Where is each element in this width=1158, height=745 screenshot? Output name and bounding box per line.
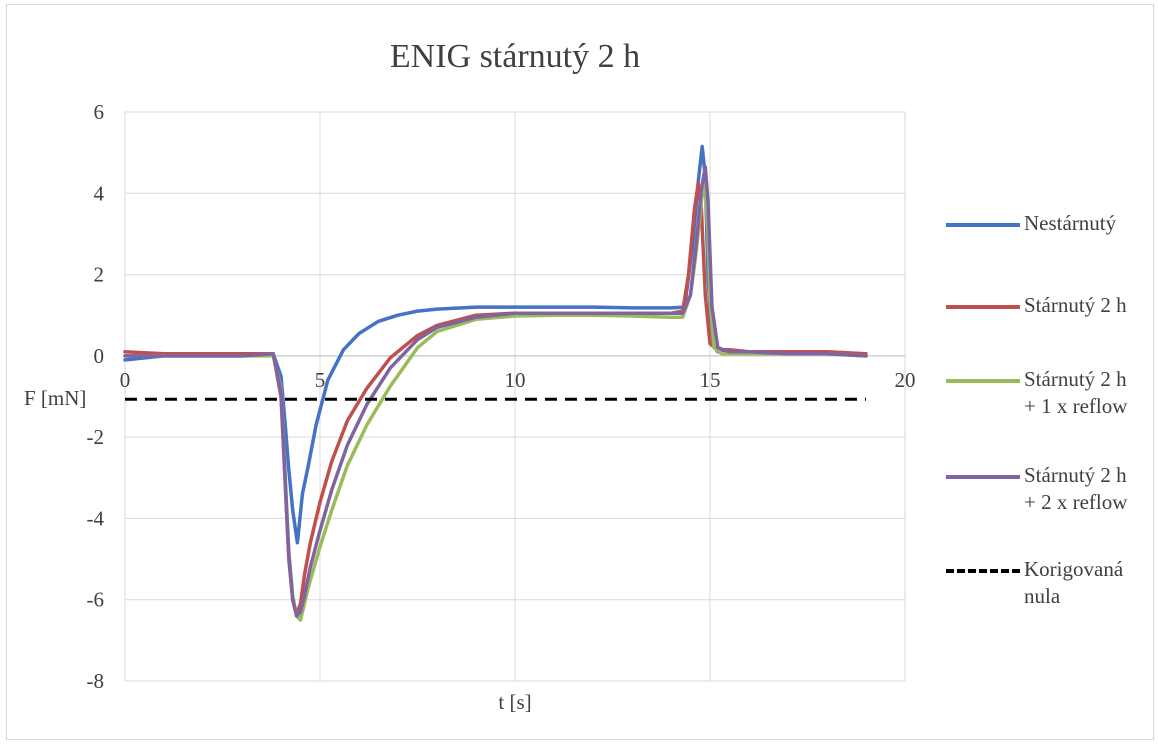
y-tick-label: 4 [94,181,105,205]
legend-label: Stárnutý 2 h + 1 x reflow [1024,367,1128,418]
legend-swatch [946,569,1020,573]
x-tick-label: 0 [120,368,131,392]
y-tick-label: -6 [87,588,105,612]
x-tick-label: 15 [700,368,721,392]
y-tick-label: 0 [94,344,105,368]
legend-label: Stárnutý 2 h + 2 x reflow [1024,463,1128,514]
legend-label: Korigovaná nula [1024,557,1124,608]
legend-swatch [946,379,1020,383]
y-tick-label: -4 [87,506,105,530]
y-tick-label: -2 [87,425,105,449]
series-lines [123,144,868,622]
x-tick-label: 5 [315,368,326,392]
legend-swatch [946,475,1020,479]
gridlines [124,111,906,682]
legend-swatch [946,223,1020,227]
legend-swatch [946,305,1020,309]
y-tick-label: 6 [94,100,105,124]
series-line-1 [123,144,868,545]
y-tick-label: -8 [87,669,105,693]
series-line-4 [123,165,868,618]
x-tick-label: 20 [895,368,916,392]
y-axis-title: F [mN] [24,386,86,410]
chart-frame [6,4,1154,740]
y-tick-label: 2 [94,263,105,287]
chart-title: ENIG stárnutý 2 h [389,38,641,75]
x-tick-label: 10 [505,368,526,392]
legend-label: Nestárnutý [1024,211,1117,235]
x-axis-title: t [s] [498,690,531,714]
legend-label: Stárnutý 2 h [1024,293,1127,317]
